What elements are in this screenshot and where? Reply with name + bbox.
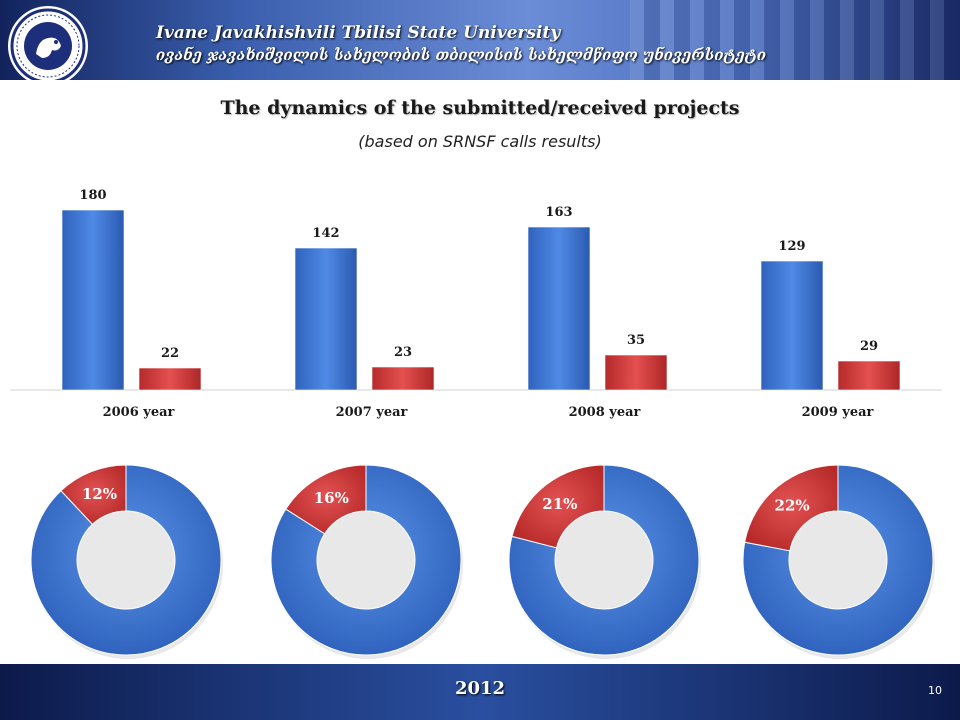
donut-3-slice-blue: [742, 464, 934, 656]
bar-series-1-3: [760, 260, 824, 391]
category-label-2: 2008 year: [569, 405, 641, 420]
donut-3-slice-red: [744, 464, 839, 552]
donut-2-slice-blue: [508, 464, 700, 656]
donut-3-label: 22%: [775, 497, 810, 515]
footer-bar: 2012 10: [0, 664, 960, 720]
bar-series-2-2: [604, 354, 668, 391]
donut-1-slice-red: [285, 464, 367, 535]
header-banner: Ivane Javakhishvili Tbilisi State Univer…: [0, 0, 960, 80]
footer-year: 2012: [454, 678, 506, 699]
donut-2-slice-red: [511, 464, 605, 549]
bar-series-2-1: [371, 366, 435, 391]
bar-series-2-0: [138, 367, 202, 391]
university-seal-logo: [8, 6, 88, 80]
university-name-english: Ivane Javakhishvili Tbilisi State Univer…: [156, 23, 561, 43]
category-label-1: 2007 year: [336, 405, 408, 420]
page-number: 10: [928, 684, 942, 697]
data-label-series-2-1: 23: [394, 345, 412, 360]
donut-1-label: 16%: [314, 489, 349, 507]
bar-series-1-2: [527, 226, 591, 391]
bar-series-2-3: [837, 360, 901, 391]
donut-2-label: 21%: [542, 495, 577, 513]
bar-series-1-0: [61, 209, 125, 391]
donut-charts: 12% 16% 21% 22%: [30, 464, 935, 659]
category-label-3: 2009 year: [802, 405, 874, 420]
university-name-georgian: ივანე ჯავახიშვილის სახელობის თბილისის სა…: [156, 46, 767, 64]
donut-1-slice-blue: [270, 464, 462, 656]
donut-0-label: 12%: [82, 485, 117, 503]
bar-series-1-1: [294, 247, 358, 391]
data-label-series-1-2: 163: [545, 205, 572, 220]
data-label-series-2-0: 22: [161, 346, 179, 361]
slide-subtitle: (based on SRNSF calls results): [358, 132, 602, 151]
data-label-series-2-2: 35: [627, 333, 645, 348]
bar-chart: 180 22 2006 year 142 23 2007 year 163 35 2008 ye…: [10, 188, 942, 420]
category-label-0: 2006 year: [103, 405, 175, 420]
data-label-series-2-3: 29: [860, 339, 878, 354]
data-label-series-1-3: 129: [778, 239, 805, 254]
data-label-series-1-1: 142: [312, 226, 339, 241]
data-label-series-1-0: 180: [79, 188, 106, 203]
donut-0-slice-red: [60, 464, 127, 525]
building-image: [630, 0, 960, 80]
donut-0-slice-blue: [30, 464, 222, 656]
slide-title: The dynamics of the submitted/received p…: [220, 97, 740, 119]
